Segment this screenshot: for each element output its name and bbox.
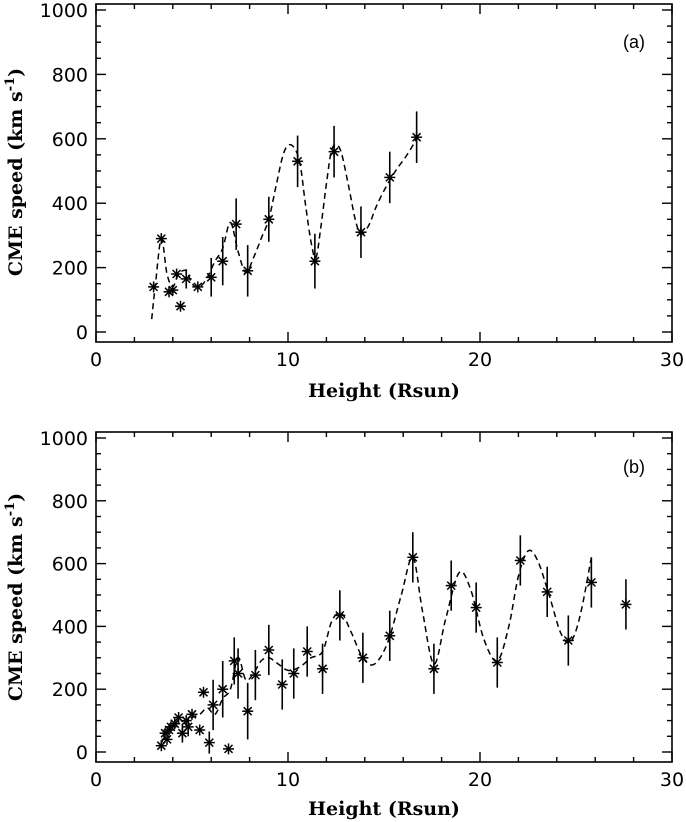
data-point	[292, 155, 304, 167]
x-tick-label: 30	[660, 349, 684, 371]
data-point	[328, 146, 340, 158]
panel-a: 0 10 20 30 0 200 400 600 800 1000 Height (Rsun) C…	[3, 0, 684, 402]
x-tick-label: 10	[276, 349, 300, 371]
x-tick-label: 30	[660, 769, 684, 791]
fit-curve	[160, 549, 593, 743]
x-tick-label: 0	[90, 349, 102, 371]
data-point	[445, 580, 457, 592]
data-point	[562, 635, 574, 646]
data-point	[309, 255, 321, 267]
data-point	[217, 255, 229, 267]
data-point	[242, 705, 254, 717]
data-point	[217, 683, 229, 695]
y-tick-label: 200	[52, 679, 88, 701]
y-tick-label: 600	[52, 129, 88, 151]
y-tick-label: 600	[52, 554, 88, 576]
data-point	[155, 233, 167, 245]
panel-b: 0 10 20 30 0 200 400 600 800 1000 Height (Rsun) C…	[3, 428, 684, 820]
y-axis-title-main: CME speed (km s	[5, 91, 27, 276]
x-tick-label: 20	[468, 769, 492, 791]
y-tick-label: 800	[52, 491, 88, 513]
fit-curve	[150, 138, 418, 320]
y-axis-title: CME speed (km s-1)	[3, 493, 27, 701]
data-point	[514, 555, 526, 566]
data-point	[180, 273, 192, 285]
x-tick-label: 20	[468, 349, 492, 371]
data-point	[334, 609, 346, 621]
data-point	[411, 131, 423, 143]
data-point	[228, 655, 240, 667]
data-point	[263, 644, 275, 656]
data-point	[186, 708, 198, 720]
data-point	[198, 686, 209, 698]
y-tick-label: 400	[52, 616, 88, 638]
data-point	[148, 281, 160, 293]
plot-frame	[95, 431, 673, 763]
data-point	[167, 284, 179, 296]
data-point	[301, 646, 313, 657]
x-axis-title: Height (Rsun)	[308, 380, 460, 402]
y-axis-title-main: CME speed (km s	[5, 516, 27, 701]
data-point	[585, 576, 597, 588]
data-point	[205, 271, 217, 283]
y-axis-title-sup: -1	[3, 77, 18, 91]
data-point	[194, 724, 206, 736]
data-point	[620, 598, 632, 610]
data-point	[175, 300, 186, 312]
data-point	[428, 663, 440, 675]
data-point	[263, 213, 275, 225]
data-point	[207, 699, 219, 711]
x-axis-title: Height (Rsun)	[308, 798, 460, 820]
data-point	[288, 668, 300, 679]
data-point	[355, 226, 367, 238]
y-axis-title-close: )	[5, 493, 27, 502]
data-point	[171, 268, 183, 280]
panel-label: (b)	[623, 457, 645, 477]
y-tick-label: 400	[52, 193, 88, 215]
data-point	[232, 668, 244, 679]
y-tick-label: 1000	[40, 428, 88, 450]
panel-label: (a)	[623, 32, 645, 52]
plot-frame	[95, 3, 673, 343]
data-point	[384, 630, 396, 642]
y-axis-title-sup: -1	[3, 502, 18, 516]
data-point	[223, 743, 234, 755]
y-tick-label: 200	[52, 258, 88, 280]
data-point	[203, 737, 215, 749]
data-point	[230, 218, 242, 230]
data-point	[541, 586, 553, 598]
data-point	[491, 657, 503, 668]
data-point	[384, 171, 396, 183]
y-tick-label: 800	[52, 64, 88, 86]
x-tick-label: 10	[276, 769, 300, 791]
data-point	[249, 669, 261, 681]
data-point	[357, 652, 369, 664]
y-axis-title-close: )	[5, 68, 27, 77]
data-point	[407, 551, 419, 563]
data-point	[470, 602, 482, 614]
y-tick-label: 0	[76, 322, 88, 344]
y-tick-label: 0	[76, 742, 88, 764]
data-point	[169, 718, 181, 730]
data-point	[182, 721, 194, 733]
y-tick-label: 1000	[40, 0, 88, 22]
data-point	[192, 281, 204, 293]
data-point	[161, 733, 173, 745]
data-point	[276, 679, 288, 690]
y-axis-title: CME speed (km s-1)	[3, 68, 27, 276]
data-point	[317, 663, 329, 675]
x-tick-label: 0	[90, 769, 102, 791]
data-point	[242, 265, 254, 277]
